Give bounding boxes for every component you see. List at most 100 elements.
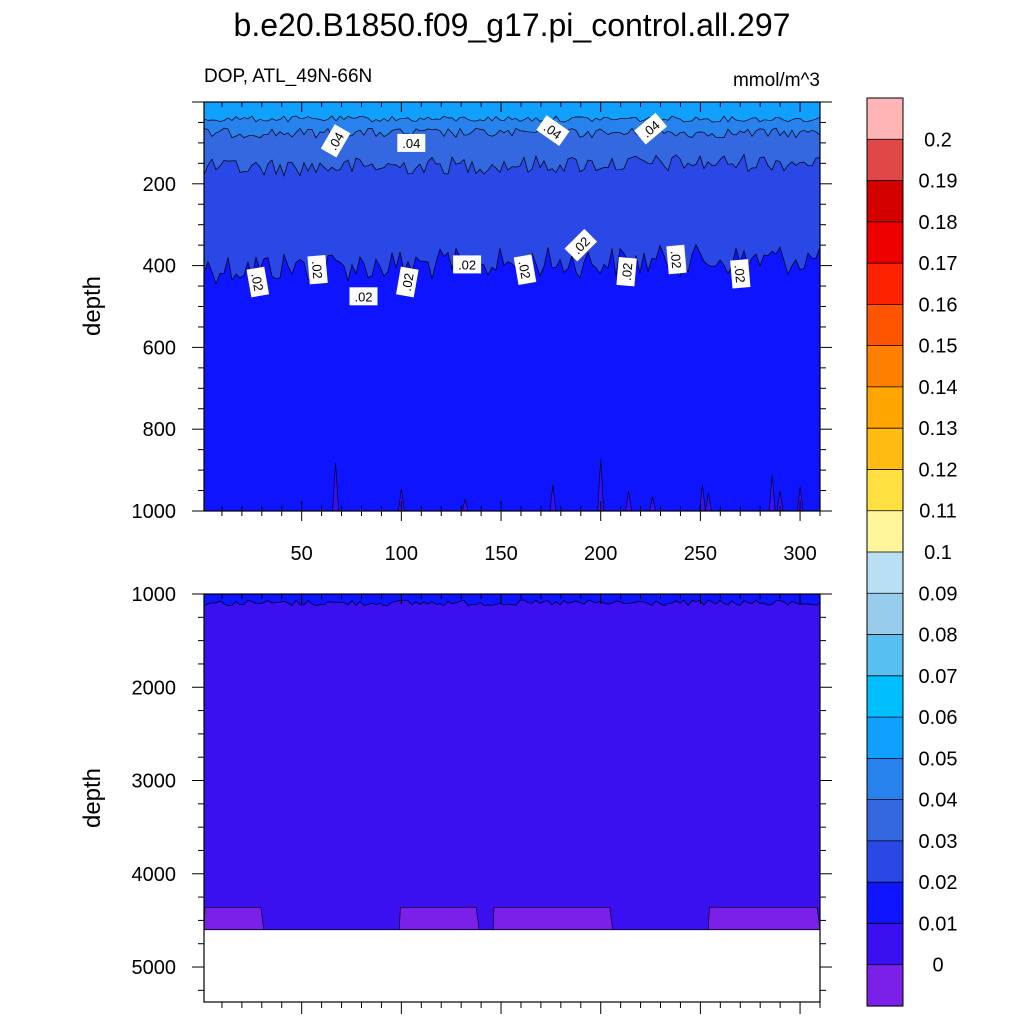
colorbar-label: 0.05 xyxy=(919,748,958,770)
plot-frame xyxy=(203,593,821,1003)
y-tick-label: 200 xyxy=(143,174,176,196)
x-tick-label: 150 xyxy=(484,543,517,565)
colorbar-frame xyxy=(866,97,904,1007)
contour-label: .04 xyxy=(634,112,668,145)
contour-label: .02 xyxy=(349,287,378,306)
y-tick-label: 3000 xyxy=(132,771,177,793)
y-tick-label: 4000 xyxy=(132,864,177,886)
colorbar-box xyxy=(867,221,903,264)
colorbar-label: 0.19 xyxy=(919,171,958,193)
x-tick-label: 200 xyxy=(584,543,617,565)
svg-text:.02: .02 xyxy=(399,272,417,292)
colorbar-box xyxy=(867,717,903,759)
colorbar-label: 0.07 xyxy=(919,666,958,688)
colorbar-label: 0.04 xyxy=(919,790,958,812)
colorbar-box xyxy=(867,469,903,512)
y-tick-label: 600 xyxy=(143,337,176,359)
colorbar-label: 0.1 xyxy=(924,542,952,564)
contour-label: .02 xyxy=(453,255,482,274)
band-001-002 xyxy=(204,594,820,606)
contour-line xyxy=(203,115,821,123)
colorbar-box xyxy=(867,98,903,140)
svg-text:.02: .02 xyxy=(516,260,534,280)
contour-line xyxy=(203,153,821,178)
units-label: mmol/m^3 xyxy=(733,70,820,91)
missing-region xyxy=(204,929,820,1002)
y-tick-label: 1000 xyxy=(132,584,177,606)
svg-text:.04: .04 xyxy=(402,136,420,151)
colorbar-box xyxy=(867,675,903,718)
x-tick-label: 300 xyxy=(783,543,816,565)
y-tick-label: 800 xyxy=(143,419,176,441)
bottom-panel: 1000 2000 3000 4000 5000 xyxy=(132,584,832,1014)
colorbar-label: 0.02 xyxy=(919,872,958,894)
y-tick-label: 5000 xyxy=(132,957,177,979)
colorbar-box xyxy=(867,139,903,182)
colorbar-box xyxy=(867,263,903,305)
contour-line xyxy=(203,243,821,285)
svg-text:.02: .02 xyxy=(619,262,636,281)
svg-text:.02: .02 xyxy=(458,257,476,272)
colorbar-label: 0.2 xyxy=(924,129,952,151)
colorbar-label: 0.03 xyxy=(919,831,958,853)
svg-text:.02: .02 xyxy=(248,272,266,292)
colorbar-box xyxy=(867,304,903,347)
svg-text:.02: .02 xyxy=(668,250,685,269)
variable-label: DOP, ATL_49N-66N xyxy=(204,66,372,87)
colorbar-label: 0.09 xyxy=(919,583,958,605)
colorbar-label: 0.11 xyxy=(919,501,956,523)
x-tick-label: 100 xyxy=(385,543,418,565)
colorbar-label: 0.18 xyxy=(919,212,958,234)
colorbar-label: 0.15 xyxy=(919,336,958,358)
colorbar-box xyxy=(867,345,903,388)
colorbar-box xyxy=(867,552,903,594)
bottom-ylabel: depth xyxy=(79,768,106,828)
contour-label: .02 xyxy=(396,266,419,298)
contour-line xyxy=(203,127,821,139)
x-tick-label: 50 xyxy=(291,543,313,565)
contour-label: .02 xyxy=(616,256,637,287)
colorbar-label: 0.12 xyxy=(919,459,958,481)
colorbar-label: 0.01 xyxy=(919,913,958,935)
colorbar-box xyxy=(867,758,903,801)
svg-text:.02: .02 xyxy=(732,264,749,283)
contour-label: .02 xyxy=(730,259,751,289)
colorbar-box xyxy=(867,386,903,429)
colorbar-box xyxy=(867,882,903,925)
contour-label: .02 xyxy=(564,228,598,262)
contour-label: .04 xyxy=(397,133,426,152)
y-tick-label: 400 xyxy=(143,256,176,278)
y-tick-label: 2000 xyxy=(132,677,177,699)
colorbar-label: 0.06 xyxy=(919,707,958,729)
zero-band-patch xyxy=(492,907,614,931)
contour-label: .02 xyxy=(513,254,537,286)
contour-line xyxy=(203,599,821,607)
zero-band-patch xyxy=(203,907,265,931)
colorbar-label: 0.17 xyxy=(919,253,958,275)
zero-band-patch xyxy=(708,907,821,931)
colorbar-box xyxy=(867,634,903,677)
contour-label: .02 xyxy=(307,254,328,285)
colorbar-box xyxy=(867,923,903,966)
top-panel: .04 .04 .04 .04 .02 .02 .02 .02 .02 .02 .02 .02 .02.… xyxy=(132,101,832,565)
colorbar-box xyxy=(867,428,903,471)
zero-band-patch xyxy=(399,907,480,931)
colorbar-box xyxy=(867,180,903,223)
top-ylabel: depth xyxy=(79,276,106,336)
colorbar-label: 0 xyxy=(932,955,943,977)
colorbar-box xyxy=(867,840,903,883)
colorbar-label: 0.16 xyxy=(919,294,958,316)
colorbar-box xyxy=(867,964,903,1007)
contour-label: .04 xyxy=(320,124,351,158)
contour-label: .02 xyxy=(246,266,270,298)
contour-label: .02 xyxy=(666,244,687,275)
svg-text:.02: .02 xyxy=(309,260,326,279)
chart-title: b.e20.B1850.f09_g17.pi_control.all.297 xyxy=(234,7,791,43)
x-tick-label: 250 xyxy=(684,543,717,565)
svg-text:.02: .02 xyxy=(354,289,372,304)
colorbar: 0.2 0.19 0.18 0.17 0.16 0.15 0.14 0.13 0.12 0.11 0… xyxy=(866,97,958,1007)
contour-label: .04 xyxy=(536,115,570,147)
band-000-001 xyxy=(204,594,820,930)
y-tick-label: 1000 xyxy=(132,501,177,523)
